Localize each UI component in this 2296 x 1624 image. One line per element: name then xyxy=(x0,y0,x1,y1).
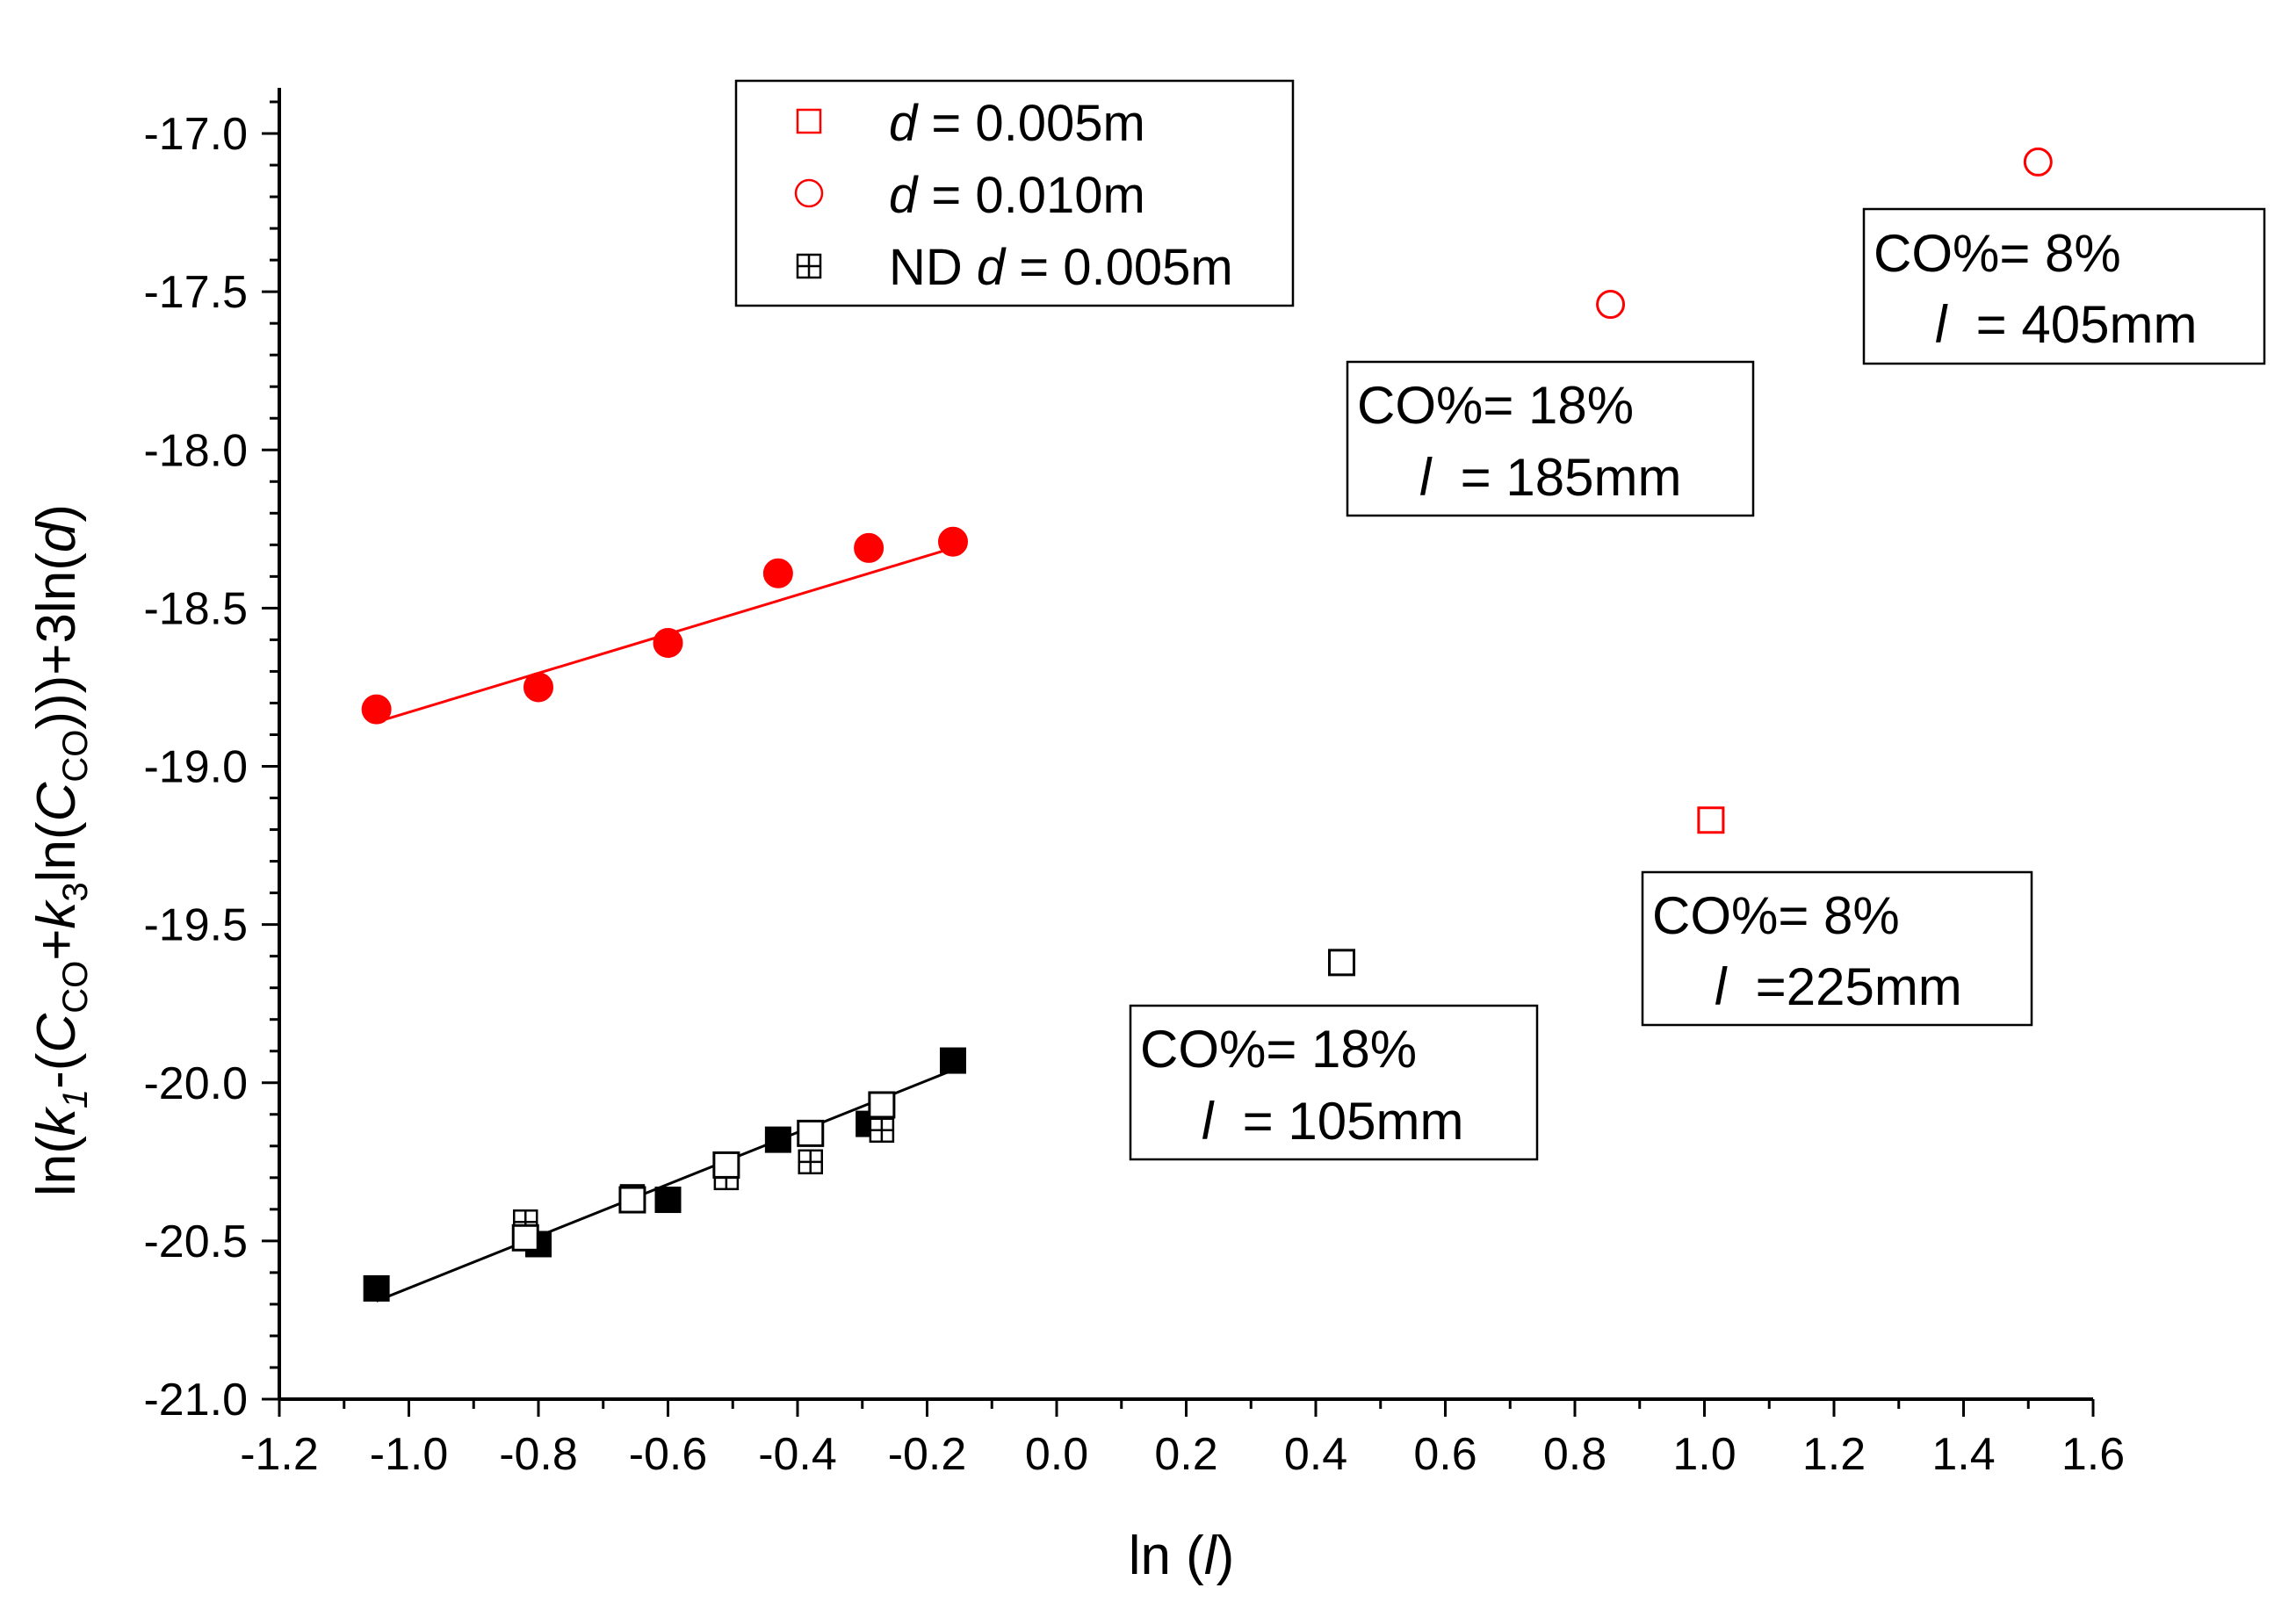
data-point-open-square xyxy=(712,1151,740,1179)
data-point-crossed-square xyxy=(869,1117,895,1144)
y-axis-title: ln(k1-(CCO+k3ln(CCO)))+3ln(d) xyxy=(26,504,95,1196)
legend-entry-0: d = 0.005m xyxy=(796,95,1145,152)
annotation-185mm-line1: CO%= 18% xyxy=(1357,376,1634,435)
y-axis-title-part: CO xyxy=(56,730,95,783)
legend-label-1: d = 0.010m xyxy=(889,167,1145,224)
data-point-filled-square xyxy=(764,1126,791,1153)
y-axis-title-part: -( xyxy=(26,1052,87,1089)
x-tick-label: -0.8 xyxy=(499,1429,578,1480)
data-point-filled-circle xyxy=(361,694,392,725)
data-point-open-circle xyxy=(1596,290,1626,320)
annotation-105mm-line2: l = 105mm xyxy=(1202,1092,1463,1151)
annotation-405mm-line1: CO%= 8% xyxy=(1874,224,2121,283)
y-axis-title-part: d xyxy=(26,520,87,552)
x-tick-label: -0.6 xyxy=(629,1429,708,1480)
data-point-filled-circle xyxy=(938,526,968,557)
legend-entry-2: ND d = 0.005m xyxy=(796,239,1233,296)
legend-entry-1: d = 0.010m xyxy=(794,167,1145,224)
data-point-open-square xyxy=(1697,806,1725,834)
y-axis-title-part: CO xyxy=(56,961,95,1014)
y-axis-title-part: 3 xyxy=(56,882,95,901)
data-point-crossed-square xyxy=(798,1149,823,1175)
y-axis-title-part: )))+3ln( xyxy=(26,552,87,730)
legend-box xyxy=(734,79,1295,307)
data-point-filled-circle xyxy=(854,532,884,563)
y-tick-label: -17.0 xyxy=(143,109,248,160)
x-tick-label: 0.4 xyxy=(1284,1429,1347,1480)
data-point-filled-square xyxy=(363,1274,390,1302)
data-point-filled-square xyxy=(940,1047,966,1074)
legend-open-square-marker xyxy=(796,108,822,134)
x-tick-label: -0.2 xyxy=(888,1429,967,1480)
y-axis-title-part: k xyxy=(26,1106,87,1136)
x-axis-title: ln (l) xyxy=(1129,1526,1235,1586)
data-point-open-circle xyxy=(2023,147,2053,177)
x-tick-label: 1.0 xyxy=(1672,1429,1736,1480)
y-axis-title-part: C xyxy=(26,781,87,821)
annotation-105mm-line1: CO%= 18% xyxy=(1140,1020,1417,1079)
legend: d = 0.005m d = 0.010m ND d = 0.005m xyxy=(734,79,1295,307)
y-tick-label: -18.5 xyxy=(143,583,248,634)
legend-label-2: ND d = 0.005m xyxy=(889,239,1233,296)
annotation-405mm-line2: l = 405mm xyxy=(1935,295,2197,354)
annotation-225mm-line2: l =225mm xyxy=(1715,957,1962,1016)
y-tick-label: -17.5 xyxy=(143,267,248,318)
data-markers xyxy=(361,147,2053,1302)
legend-label-0: d = 0.005m xyxy=(889,95,1145,152)
tick-labels: -1.2 -1.0 -0.8 -0.6 -0.4 -0.2 0.0 0.2 0.4 0.6 0.8 1… xyxy=(143,109,2125,1480)
annotation-185mm: CO%= 18% l = 185mm xyxy=(1346,360,1755,517)
y-tick-label: -20.0 xyxy=(143,1058,248,1109)
legend-crossed-square-marker xyxy=(796,253,822,279)
y-axis-title-part: ) xyxy=(26,504,87,523)
y-axis-title-part: k xyxy=(26,899,87,929)
x-tick-label: 1.2 xyxy=(1802,1429,1866,1480)
data-point-filled-square xyxy=(654,1187,682,1214)
fit-line xyxy=(376,1068,954,1303)
y-tick-label: -21.0 xyxy=(143,1375,248,1426)
data-point-open-square xyxy=(797,1119,825,1147)
data-point-filled-circle xyxy=(653,628,683,659)
annotation-225mm-line1: CO%= 8% xyxy=(1652,886,1900,945)
annotation-225mm: CO%= 8% l =225mm xyxy=(1641,870,2033,1027)
data-point-filled-circle xyxy=(523,672,553,703)
y-tick-label: -20.5 xyxy=(143,1216,248,1267)
annotation-105mm: CO%= 18% l = 105mm xyxy=(1129,1004,1539,1161)
data-point-open-square xyxy=(511,1223,539,1252)
y-tick-label: -19.0 xyxy=(143,742,248,793)
data-point-open-square xyxy=(1328,949,1355,977)
y-axis-title-part: ln( xyxy=(26,821,87,882)
x-tick-label: 0.8 xyxy=(1543,1429,1606,1480)
x-tick-label: 1.4 xyxy=(1931,1429,1995,1480)
data-point-open-square xyxy=(618,1186,646,1214)
data-point-filled-circle xyxy=(762,558,793,588)
y-axis-title-part: + xyxy=(26,929,87,961)
y-tick-label: -19.5 xyxy=(143,900,248,951)
x-tick-label: 0.6 xyxy=(1413,1429,1477,1480)
annotation-405mm: CO%= 8% l = 405mm xyxy=(1862,207,2266,365)
y-axis-title-part: ln( xyxy=(26,1136,87,1196)
y-tick-label: -18.0 xyxy=(143,425,248,476)
x-tick-label: 0.2 xyxy=(1154,1429,1217,1480)
x-tick-label: -1.2 xyxy=(240,1429,319,1480)
legend-open-circle-marker xyxy=(794,178,824,208)
y-axis-title-part: C xyxy=(26,1013,87,1053)
x-tick-label: 1.6 xyxy=(2061,1429,2125,1480)
data-point-open-square xyxy=(868,1091,896,1119)
x-tick-label: -0.4 xyxy=(758,1429,837,1480)
x-tick-label: -1.0 xyxy=(370,1429,449,1480)
x-tick-label: 0.0 xyxy=(1025,1429,1088,1480)
y-axis-title-part: 1 xyxy=(56,1089,95,1108)
annotation-185mm-line2: l = 185mm xyxy=(1419,448,1681,507)
plot-axes xyxy=(262,88,2095,1417)
